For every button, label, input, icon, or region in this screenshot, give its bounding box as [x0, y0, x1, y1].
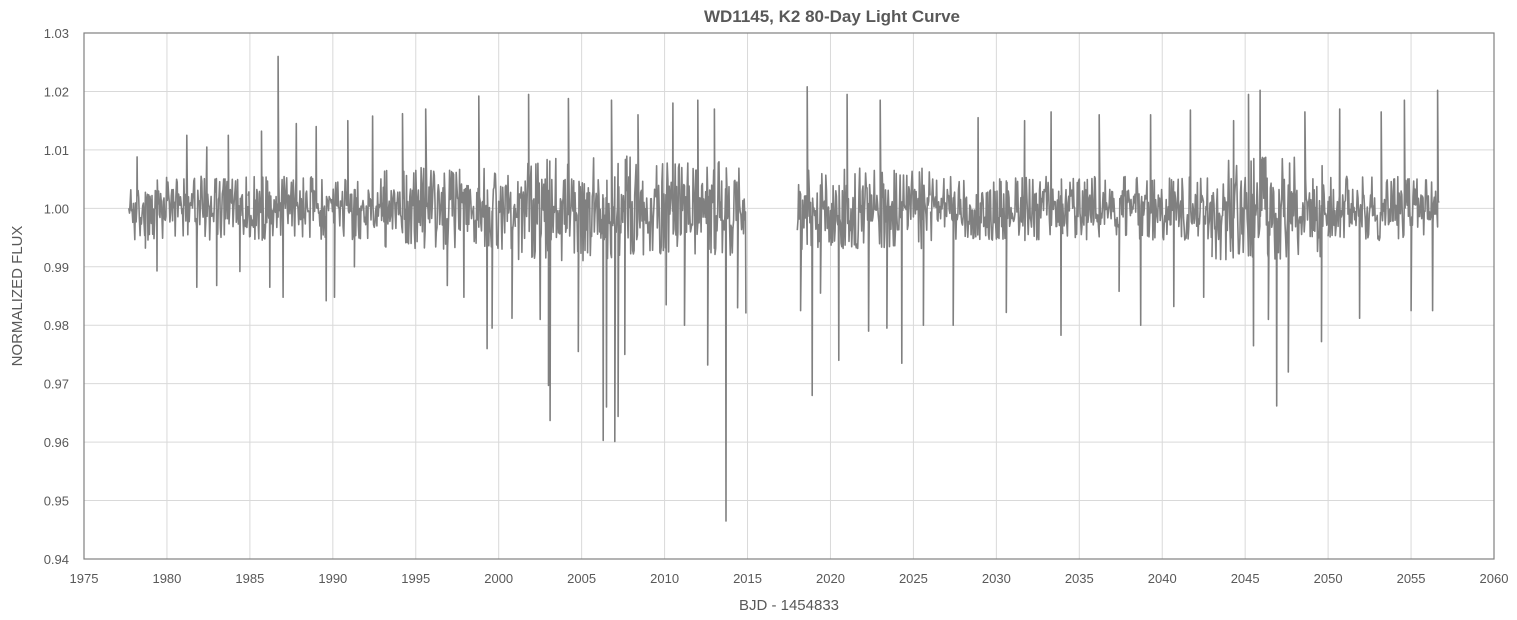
x-tick-label: 2025: [899, 571, 928, 586]
light-curve-segment-9: [1211, 89, 1329, 407]
y-tick-label: 0.99: [44, 260, 69, 275]
x-tick-label: 2030: [982, 571, 1011, 586]
y-tick-label: 0.98: [44, 318, 69, 333]
x-tick-label: 1985: [235, 571, 264, 586]
x-tick-label: 2055: [1397, 571, 1426, 586]
y-tick-label: 0.96: [44, 435, 69, 450]
light-curve-segment-5: [647, 99, 747, 522]
y-axis-title: NORMALIZED FLUX: [9, 226, 26, 367]
y-tick-label: 1.02: [44, 84, 69, 99]
x-tick-label: 2050: [1314, 571, 1343, 586]
x-tick-label: 2035: [1065, 571, 1094, 586]
x-tick-label: 2015: [733, 571, 762, 586]
plot-frame: [83, 32, 1495, 560]
light-curve-segment-3: [381, 95, 517, 350]
y-tick-label: 1.03: [44, 26, 69, 41]
y-tick-label: 0.94: [44, 552, 69, 567]
x-tick-label: 2060: [1480, 571, 1509, 586]
light-curve-segment-8: [1061, 109, 1213, 326]
y-tick-label: 1.01: [44, 143, 69, 158]
light-curve-segment-1: [128, 134, 249, 288]
x-tick-label: 1975: [70, 571, 99, 586]
light-curve-segment-7: [929, 111, 1064, 336]
x-tick-label: 2005: [567, 571, 596, 586]
light-curve-segment-6: [796, 86, 931, 397]
light-curve-segment-10: [1327, 89, 1440, 319]
x-tick-label: 2010: [650, 571, 679, 586]
tick-labels: 1975 1980 1985 1990 1995 2000 2005 2010 2015 2020…: [44, 26, 1509, 586]
x-tick-label: 1990: [318, 571, 347, 586]
y-tick-label: 0.97: [44, 377, 69, 392]
chart-title: WD1145, K2 80-Day Light Curve: [704, 7, 960, 26]
x-tick-label: 1995: [401, 571, 430, 586]
x-tick-label: 2040: [1148, 571, 1177, 586]
x-tick-label: 2020: [816, 571, 845, 586]
x-tick-label: 1980: [152, 571, 181, 586]
x-axis-title: BJD - 1454833: [739, 597, 839, 614]
y-tick-label: 1.00: [44, 201, 69, 216]
x-tick-label: 2045: [1231, 571, 1260, 586]
y-tick-label: 0.95: [44, 494, 69, 509]
series-layer: [128, 55, 1440, 522]
x-tick-label: 2000: [484, 571, 513, 586]
light-curve-segment-4: [514, 93, 649, 443]
gridlines: [83, 32, 1495, 560]
light-curve-segment-2: [247, 55, 384, 302]
